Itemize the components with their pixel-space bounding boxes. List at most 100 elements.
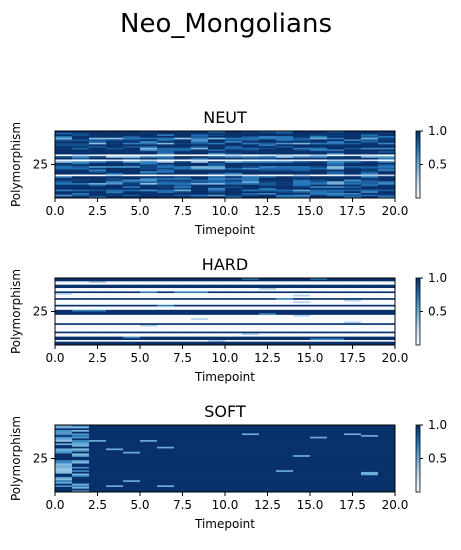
- heatmap-cell: [361, 172, 379, 175]
- heatmap-cell: [123, 319, 141, 322]
- heatmap-cell: [276, 279, 294, 282]
- heatmap-cell: [242, 192, 260, 195]
- x-tick-label: 7.5: [173, 204, 192, 218]
- heatmap-cell: [191, 147, 209, 150]
- heatmap-cell: [344, 141, 362, 144]
- heatmap-cell: [378, 152, 396, 155]
- heatmap-cell: [106, 286, 124, 289]
- heatmap-cell: [361, 321, 379, 324]
- heatmap-cell: [89, 164, 107, 167]
- heatmap-cell: [157, 430, 175, 432]
- heatmap-cell: [378, 486, 396, 489]
- heatmap-cell: [208, 425, 226, 427]
- heatmap-cell: [310, 314, 328, 317]
- heatmap-cell: [293, 192, 311, 195]
- heatmap-cell: [378, 463, 396, 466]
- heatmap-cell: [378, 304, 396, 307]
- heatmap-cell: [174, 147, 192, 150]
- heatmap-cell: [293, 455, 311, 458]
- heatmap-cell: [89, 159, 107, 162]
- heatmap-cell: [310, 446, 328, 449]
- heatmap-cell: [361, 341, 379, 344]
- heatmap-cell: [293, 443, 311, 446]
- heatmap-cell: [55, 488, 73, 491]
- heatmap-cell: [89, 157, 107, 160]
- heatmap-cell: [327, 162, 345, 165]
- heatmap-cell: [72, 154, 90, 157]
- heatmap-cell: [123, 425, 141, 427]
- heatmap-cell: [361, 309, 379, 312]
- heatmap-cell: [293, 326, 311, 329]
- heatmap-cell: [293, 142, 311, 145]
- heatmap-cell: [259, 189, 277, 192]
- heatmap-cell: [344, 425, 362, 427]
- heatmap-cell: [55, 321, 73, 324]
- heatmap-cell: [225, 453, 243, 456]
- heatmap-cell: [55, 448, 73, 451]
- heatmap-cell: [157, 450, 175, 453]
- heatmap-cell: [174, 336, 192, 339]
- heatmap-cell: [191, 172, 209, 175]
- heatmap-cell: [106, 328, 124, 331]
- heatmap-cell: [293, 323, 311, 326]
- heatmap-cell: [106, 144, 124, 147]
- heatmap-cell: [157, 438, 175, 441]
- heatmap-cell: [361, 433, 379, 436]
- heatmap-cell: [327, 316, 345, 319]
- heatmap-cell: [174, 446, 192, 449]
- heatmap-cell: [242, 428, 260, 431]
- heatmap-cell: [55, 278, 73, 280]
- heatmap-cell: [378, 313, 396, 316]
- panel-title: NEUT: [203, 108, 247, 127]
- heatmap-cell: [89, 450, 107, 453]
- heatmap-cell: [361, 314, 379, 317]
- x-tick-label: 5.0: [130, 351, 149, 365]
- heatmap-cell: [293, 433, 311, 436]
- heatmap-cell: [344, 316, 362, 319]
- heatmap-cell: [106, 324, 124, 327]
- heatmap-cell: [293, 278, 311, 280]
- heatmap-cell: [123, 304, 141, 307]
- heatmap-cell: [174, 294, 192, 297]
- heatmap-cell: [140, 318, 158, 321]
- heatmap-cell: [361, 288, 379, 291]
- heatmap-cell: [55, 189, 73, 192]
- heatmap-cell: [293, 184, 311, 187]
- heatmap-cell: [55, 301, 73, 304]
- heatmap-cell: [140, 456, 158, 459]
- heatmap-cell: [140, 441, 158, 444]
- heatmap-cell: [310, 308, 328, 311]
- heatmap-cell: [140, 455, 158, 458]
- heatmap-cell: [174, 430, 192, 432]
- heatmap-cell: [293, 196, 311, 199]
- heatmap-cell: [327, 343, 345, 346]
- heatmap-cell: [378, 440, 396, 443]
- heatmap-cell: [259, 485, 277, 488]
- heatmap-cell: [89, 333, 107, 336]
- heatmap-cell: [123, 308, 141, 311]
- heatmap-cell: [208, 174, 226, 177]
- heatmap-cell: [55, 162, 73, 165]
- heatmap-cell: [276, 186, 294, 189]
- heatmap-cell: [259, 331, 277, 334]
- heatmap-cell: [378, 172, 396, 175]
- heatmap-cell: [157, 283, 175, 285]
- heatmap-cell: [191, 293, 209, 296]
- heatmap-cell: [208, 284, 226, 287]
- heatmap-cell: [242, 333, 260, 336]
- heatmap-cell: [157, 435, 175, 438]
- heatmap-cell: [157, 338, 175, 341]
- heatmap-cell: [225, 438, 243, 441]
- heatmap-cell: [310, 164, 328, 167]
- heatmap-cell: [191, 132, 209, 135]
- heatmap-cell: [327, 450, 345, 453]
- heatmap-cell: [89, 301, 107, 304]
- heatmap-cell: [208, 191, 226, 194]
- heatmap-cell: [89, 435, 107, 438]
- heatmap-cell: [327, 192, 345, 195]
- heatmap-cell: [276, 144, 294, 147]
- heatmap-cell: [361, 425, 379, 427]
- heatmap-cell: [378, 334, 396, 337]
- heatmap-cell: [344, 328, 362, 331]
- heatmap-cell: [225, 304, 243, 307]
